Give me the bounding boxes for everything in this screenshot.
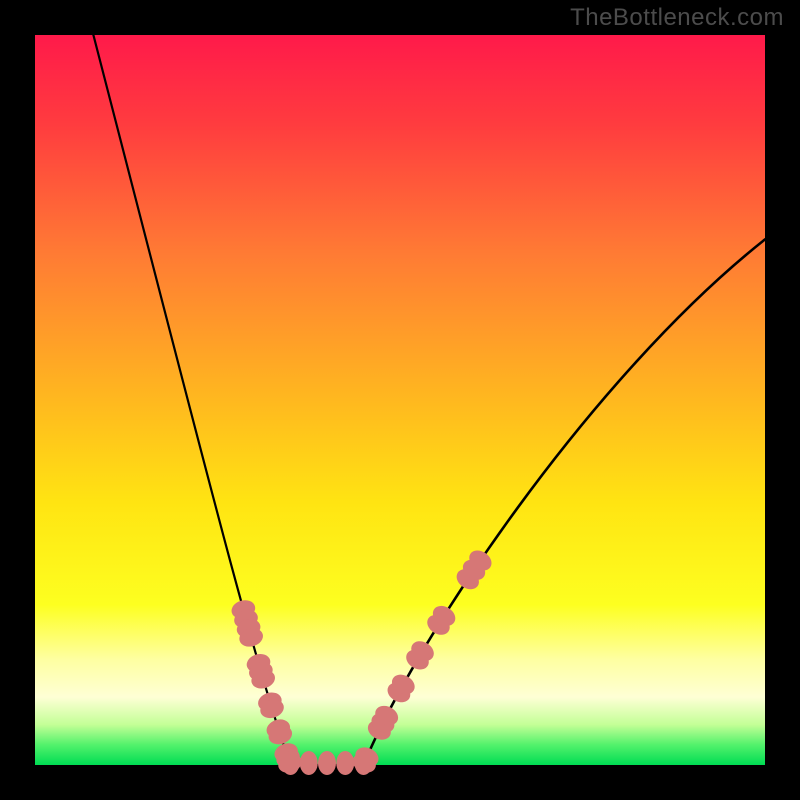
curve-marker	[318, 751, 336, 775]
gradient-panel	[35, 35, 765, 765]
plot-svg	[0, 0, 800, 800]
curve-marker	[300, 751, 318, 775]
curve-marker	[355, 751, 373, 775]
curve-marker	[336, 751, 354, 775]
watermark-text: TheBottleneck.com	[570, 4, 784, 32]
chart-container: TheBottleneck.com	[0, 0, 800, 800]
curve-marker	[282, 751, 300, 775]
